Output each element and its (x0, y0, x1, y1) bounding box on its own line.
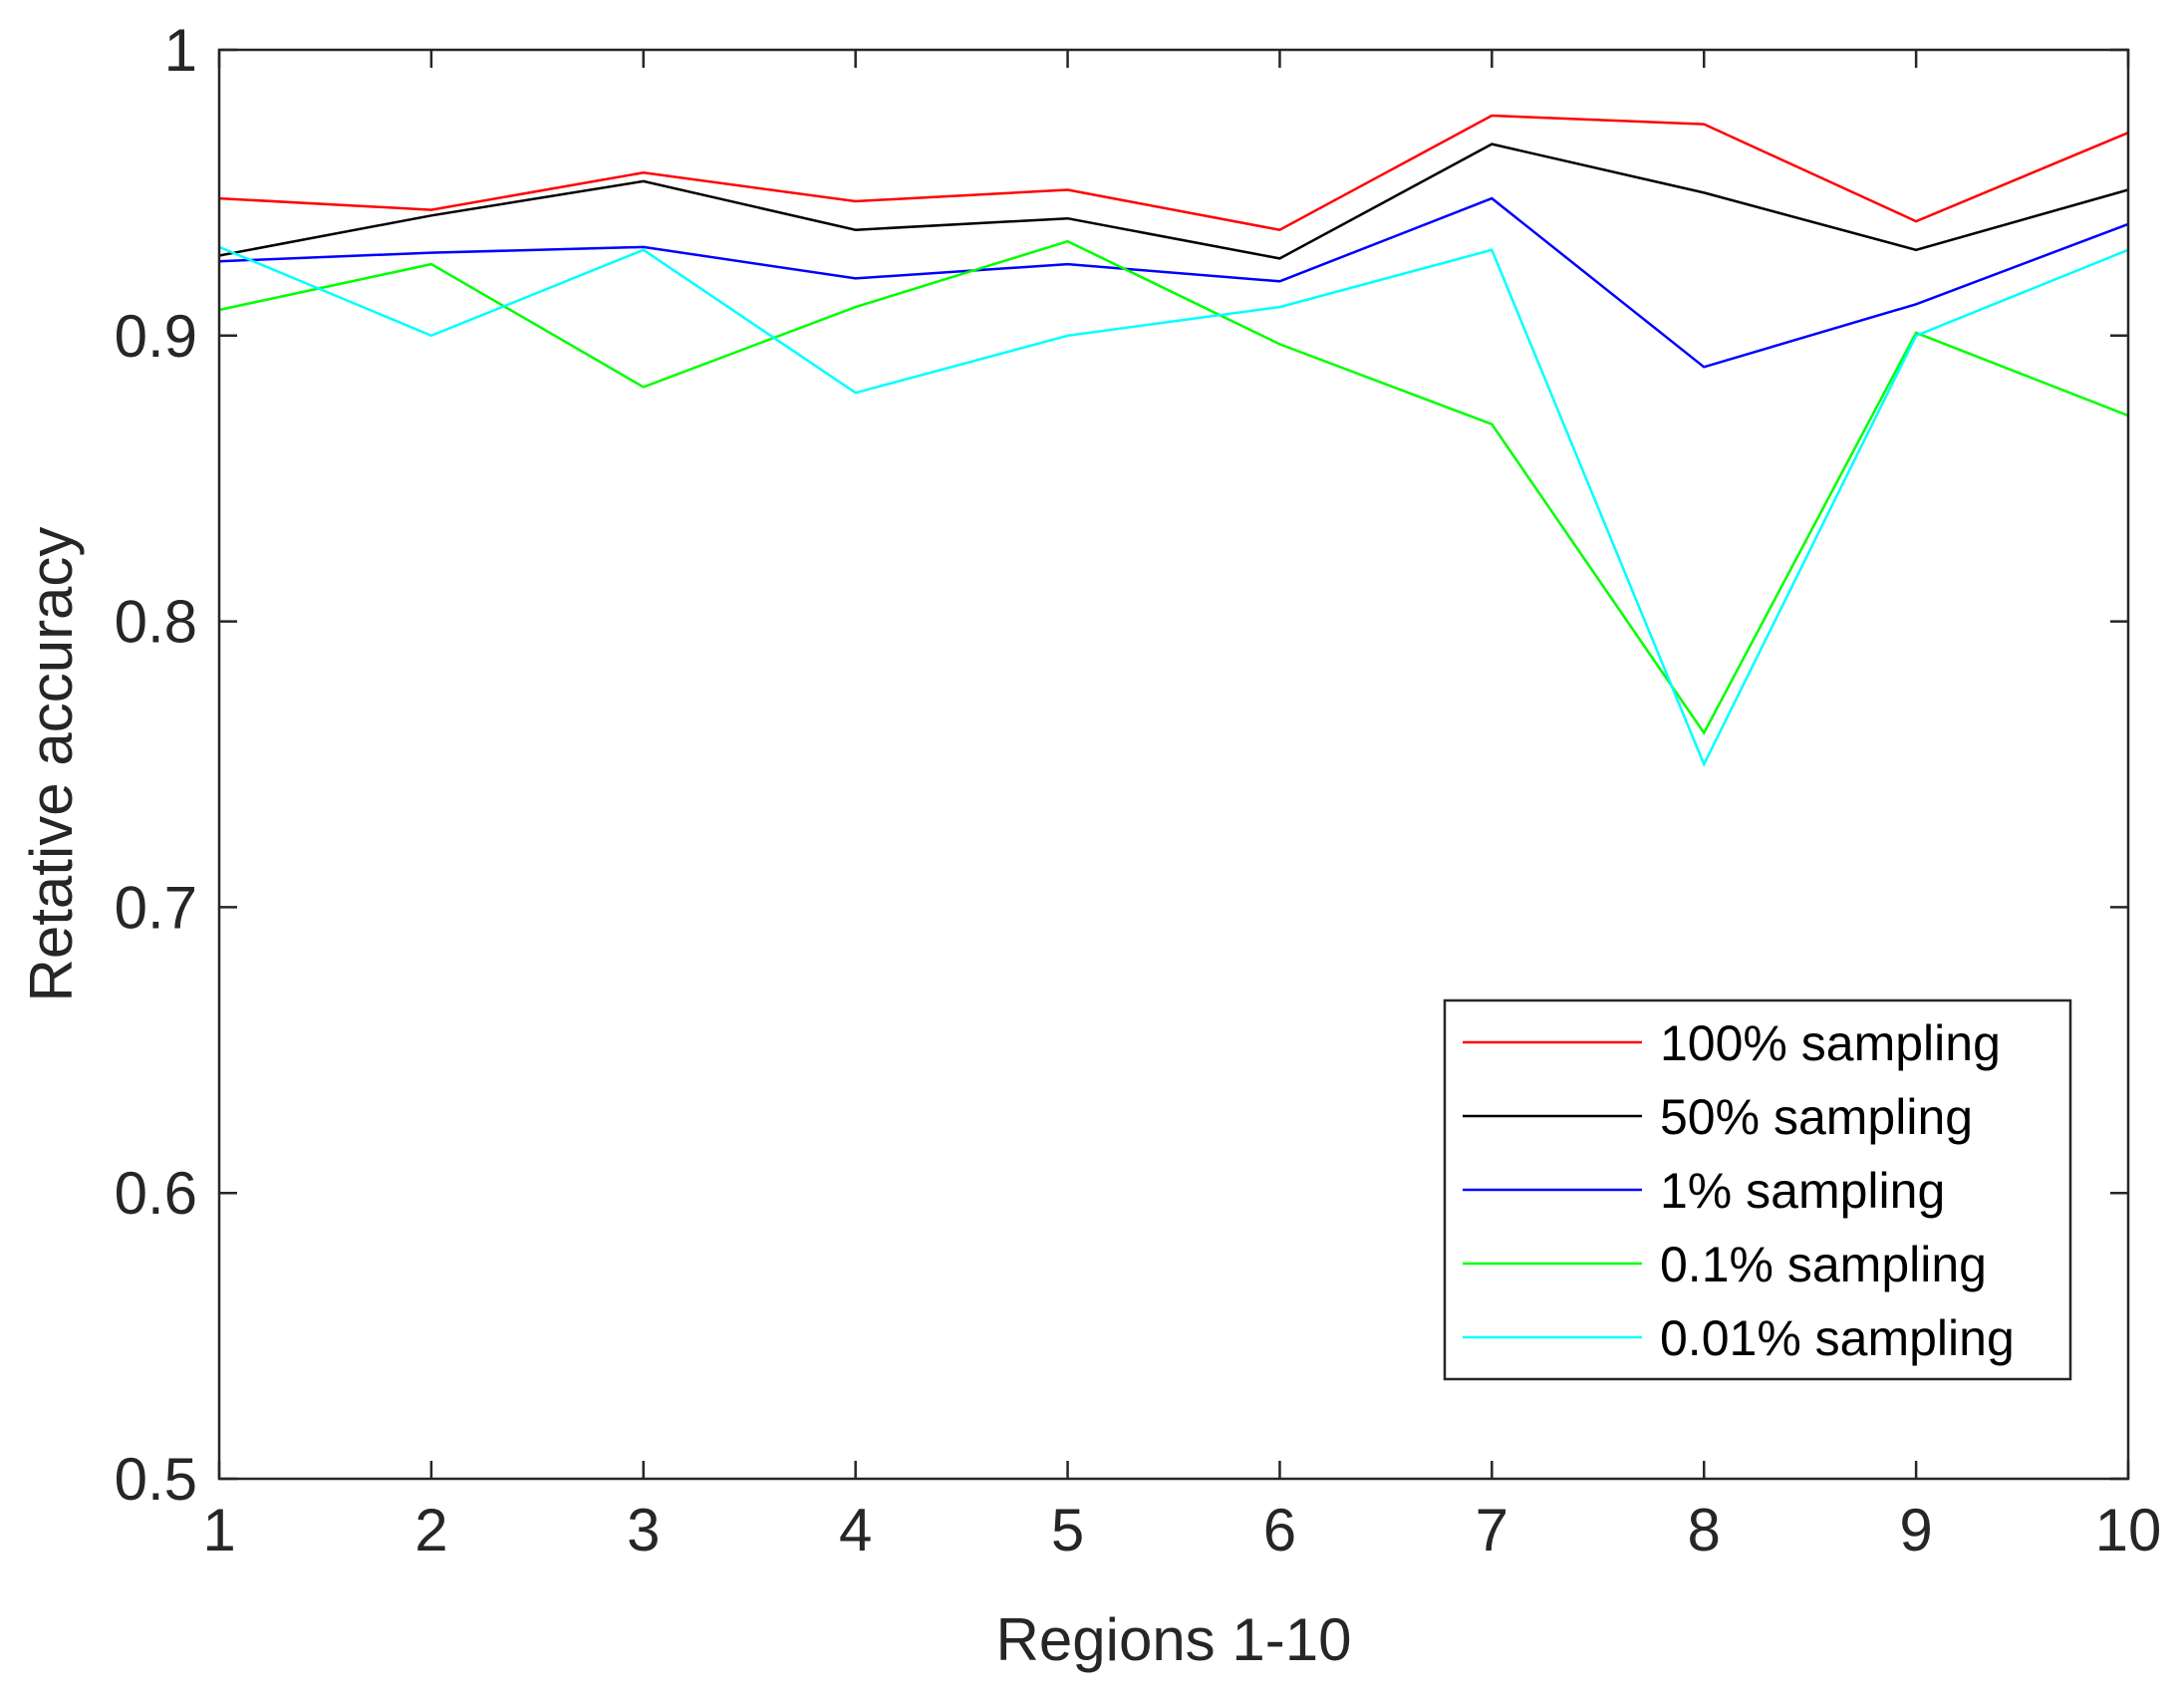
y-tick-label: 0.7 (115, 874, 197, 941)
x-tick-label: 7 (1476, 1497, 1508, 1563)
y-tick-label: 1 (164, 17, 197, 84)
series-line-50-sampling (218, 142, 2129, 260)
x-tick-label: 8 (1688, 1497, 1721, 1563)
ticks-layer: 1 2 3 4 5 6 7 8 9 10 0.5 0.6 0.7 0.8 0.9 1 (115, 17, 2162, 1563)
x-tick-label: 10 (2095, 1497, 2162, 1563)
x-tick-label: 9 (1899, 1497, 1932, 1563)
legend: 100% sampling 50% sampling 1% sampling 0.1%… (1443, 998, 2072, 1381)
legend-label: 100% sampling (1660, 1015, 2001, 1071)
x-tick-label: 2 (414, 1497, 447, 1563)
legend-label: 50% sampling (1660, 1089, 1973, 1145)
x-tick-label: 1 (202, 1497, 235, 1563)
x-axis-title: Regions 1-10 (996, 1606, 1352, 1673)
y-axis-title: Retative accuracy (18, 527, 85, 1002)
x-tick-label: 5 (1051, 1497, 1084, 1563)
axes-box (217, 48, 2130, 1481)
series-layer (218, 114, 2129, 768)
legend-label: 0.1% sampling (1660, 1237, 1987, 1292)
x-tick-label: 4 (839, 1497, 872, 1563)
y-tick-label: 0.9 (115, 303, 197, 370)
series-line-100-sampling (218, 114, 2129, 232)
legend-label: 0.01% sampling (1660, 1310, 2015, 1366)
x-tick-label: 3 (627, 1497, 660, 1563)
y-tick-label: 0.5 (115, 1446, 197, 1513)
series-line-1-sampling (218, 196, 2129, 369)
series-line-0-1-sampling (218, 239, 2129, 735)
x-tick-label: 6 (1263, 1497, 1296, 1563)
y-tick-label: 0.6 (115, 1160, 197, 1227)
legend-label: 1% sampling (1660, 1163, 1945, 1219)
series-line-0-01-sampling (218, 245, 2129, 768)
y-tick-label: 0.8 (115, 589, 197, 656)
